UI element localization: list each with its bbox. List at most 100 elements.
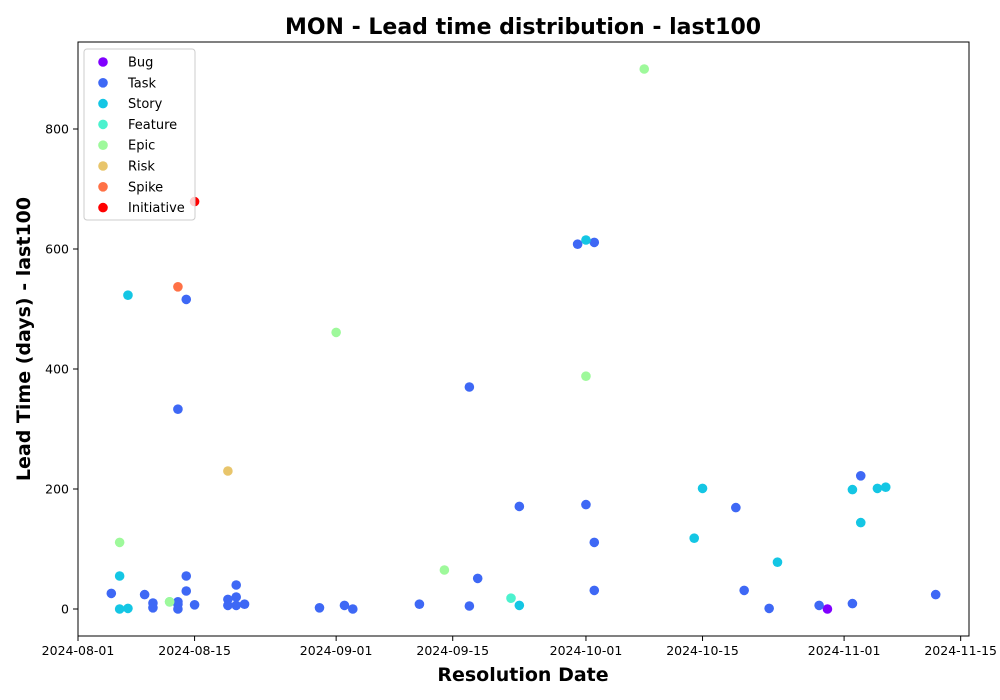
data-point-story: [114, 571, 125, 581]
data-point-task: [139, 589, 150, 600]
data-point-task: [589, 237, 600, 248]
plot-frame: [77, 41, 970, 637]
data-point-task: [589, 537, 600, 548]
data-point-task: [231, 592, 242, 602]
data-point-epic: [581, 371, 591, 382]
series-story: [114, 235, 891, 614]
data-point-epic: [639, 64, 650, 74]
data-point-task: [855, 471, 866, 481]
x-axis-label: Resolution Date: [437, 664, 608, 686]
data-point-bug: [822, 604, 833, 614]
legend-marker-task: [98, 78, 108, 88]
legend-marker-spike: [98, 182, 108, 192]
y-tick-label: 200: [45, 482, 69, 497]
data-point-task: [589, 585, 600, 596]
legend-marker-feature: [98, 119, 108, 130]
data-point-story: [114, 604, 125, 614]
data-point-task: [148, 603, 158, 613]
x-tick-label: 2024-11-15: [924, 643, 997, 658]
data-point-story: [872, 483, 883, 494]
x-tick-label: 2024-11-01: [808, 643, 881, 658]
legend-marker-initiative: [98, 202, 108, 213]
x-tick-label: 2024-09-01: [300, 643, 373, 658]
data-point-task: [173, 597, 183, 607]
data-point-story: [123, 290, 133, 301]
series-spike: [173, 282, 183, 292]
data-point-task: [847, 598, 858, 609]
data-point-spike: [173, 282, 183, 292]
data-point-task: [347, 604, 358, 614]
data-point-task: [472, 573, 483, 584]
data-point-story: [772, 557, 783, 567]
data-point-story: [847, 484, 858, 495]
data-point-story: [123, 603, 133, 614]
data-point-risk: [223, 466, 233, 476]
legend-label-initiative: Initiative: [128, 201, 185, 216]
x-axis: 2024-08-01 2024-08-15 2024-09-01 2024-09-15…: [42, 636, 997, 658]
data-point-epic: [331, 327, 341, 338]
data-point-task: [514, 501, 525, 512]
data-point-task: [739, 585, 749, 596]
legend-marker-risk: [98, 161, 108, 171]
data-point-story: [697, 483, 708, 494]
series-task: [106, 237, 941, 614]
data-point-story: [880, 482, 891, 493]
data-point-epic: [439, 565, 450, 575]
legend-marker-epic: [98, 140, 108, 150]
x-tick-label: 2024-08-15: [158, 643, 231, 658]
legend-label-bug: Bug: [128, 56, 153, 71]
y-axis: 0 200 400 600 800: [45, 122, 78, 617]
series-risk: [223, 466, 233, 476]
data-point-task: [223, 600, 233, 611]
data-point-story: [855, 517, 866, 528]
data-point-task: [181, 571, 192, 581]
plot-area: [77, 41, 970, 637]
data-point-task: [814, 600, 824, 611]
x-tick-label: 2024-09-15: [416, 643, 489, 658]
legend-frame: [83, 48, 196, 221]
legend-label-risk: Risk: [128, 160, 155, 175]
data-point-epic: [114, 537, 125, 548]
data-point-task: [314, 603, 325, 613]
x-tick-label: 2024-10-15: [666, 643, 739, 658]
data-point-task: [581, 499, 591, 510]
data-point-task: [173, 404, 183, 415]
legend-marker-story: [98, 98, 108, 109]
chart-title: MON - Lead time distribution - last100: [285, 15, 761, 40]
data-point-task: [173, 604, 183, 614]
legend-label-story: Story: [128, 97, 163, 112]
data-point-task: [189, 600, 200, 610]
data-point-task: [339, 600, 350, 611]
data-point-task: [106, 588, 117, 599]
data-point-task: [731, 502, 741, 513]
data-point-feature: [506, 593, 516, 603]
data-point-task: [572, 239, 583, 249]
y-axis-label: Lead Time (days) - last100: [13, 197, 35, 481]
x-tick-label: 2024-08-01: [42, 643, 115, 658]
legend: Bug Task Story Feature Epic Risk Spike Initiati…: [83, 48, 196, 221]
data-point-story: [581, 235, 591, 245]
data-point-epic: [164, 597, 175, 607]
legend-label-task: Task: [127, 76, 157, 91]
data-point-task: [231, 600, 242, 611]
y-tick-label: 400: [45, 362, 69, 377]
data-point-story: [689, 533, 700, 543]
y-tick-label: 800: [45, 122, 69, 137]
legend-label-spike: Spike: [128, 180, 163, 195]
series-bug: [822, 604, 833, 614]
data-point-task: [464, 601, 475, 611]
data-point-task: [181, 294, 192, 305]
data-point-task: [239, 599, 250, 609]
data-points: [106, 64, 941, 614]
legend-label-feature: Feature: [128, 118, 177, 133]
data-point-task: [930, 589, 941, 600]
x-tick-label: 2024-10-01: [550, 643, 623, 658]
data-point-task: [181, 586, 192, 596]
data-point-story: [514, 600, 525, 611]
data-point-task: [414, 599, 425, 609]
data-point-task: [231, 580, 242, 590]
series-epic: [114, 64, 650, 607]
data-point-task: [764, 603, 774, 614]
data-point-task: [464, 382, 475, 392]
